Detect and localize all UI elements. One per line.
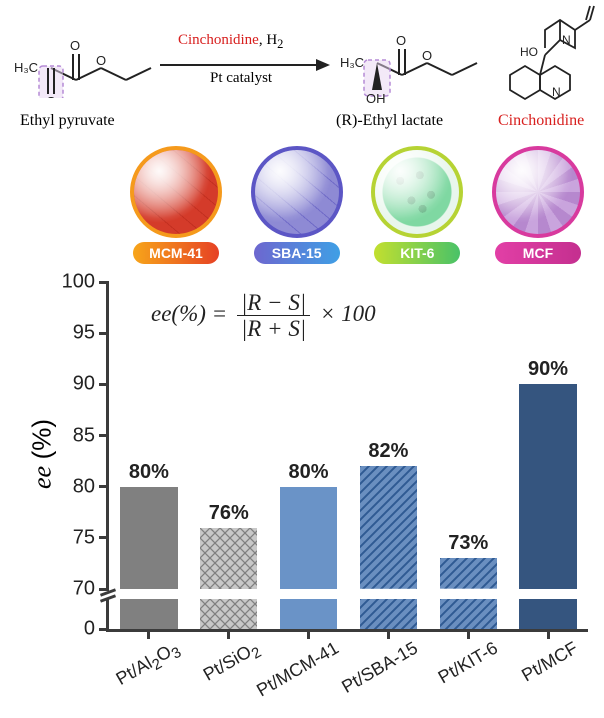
y-tick bbox=[99, 536, 109, 539]
bar-value-label: 90% bbox=[519, 358, 576, 381]
material-kit6: KIT-6 bbox=[363, 146, 471, 276]
page: H₃C O O . . . . . O Cinchonidine, H2 Pt … bbox=[0, 0, 604, 718]
materials-row: MCM-41 SBA-15 KIT-6 MCF bbox=[122, 146, 592, 276]
material-mcf: MCF bbox=[484, 146, 592, 276]
bar-lower bbox=[360, 599, 417, 629]
plot-area: ee(%) = |R − S| |R + S| × 100 7075808590… bbox=[106, 282, 588, 632]
svg-text:N: N bbox=[552, 85, 561, 99]
bar-lower bbox=[440, 599, 497, 629]
y-tick bbox=[99, 383, 109, 386]
reaction-scheme: H₃C O O . . . . . O Cinchonidine, H2 Pt … bbox=[0, 0, 604, 140]
svg-text:OH: OH bbox=[366, 91, 386, 103]
y-tick-label: 95 bbox=[73, 322, 95, 345]
svg-text:O: O bbox=[422, 48, 432, 63]
x-tick-label: Pt/SBA-15 bbox=[334, 629, 422, 698]
material-mcf-label: MCF bbox=[495, 242, 581, 264]
x-tick-label: Pt/MCM-41 bbox=[248, 629, 342, 701]
y-tick bbox=[99, 434, 109, 437]
y-tick-label: 85 bbox=[73, 424, 95, 447]
bar-lower bbox=[200, 599, 257, 629]
modifier-label: Cinchonidine bbox=[498, 112, 584, 130]
ee-equation: ee(%) = |R − S| |R + S| × 100 bbox=[151, 290, 376, 342]
svg-text:H₃C: H₃C bbox=[14, 60, 38, 75]
svg-text:O: O bbox=[96, 53, 106, 68]
bar: 90% bbox=[519, 384, 576, 589]
svg-text:N: N bbox=[562, 33, 571, 47]
bar-value-label: 82% bbox=[360, 440, 417, 463]
axis-break bbox=[100, 591, 116, 601]
bar: 82% bbox=[360, 466, 417, 589]
product-label: (R)-Ethyl lactate bbox=[336, 112, 443, 130]
svg-text:HO: HO bbox=[520, 45, 538, 59]
bar-lower bbox=[280, 599, 337, 629]
y-tick bbox=[99, 281, 109, 284]
material-mcm41-icon bbox=[130, 146, 222, 238]
cinchonidine-structure: HO N N bbox=[490, 0, 600, 110]
bar-value-label: 80% bbox=[120, 461, 177, 484]
y-tick-label: 0 bbox=[84, 618, 95, 641]
material-mcf-icon bbox=[492, 146, 584, 238]
bar: 73% bbox=[440, 558, 497, 589]
material-mcm41-label: MCM-41 bbox=[133, 242, 219, 264]
svg-text:O: O bbox=[70, 38, 80, 53]
material-sba15-label: SBA-15 bbox=[254, 242, 340, 264]
y-tick bbox=[99, 628, 109, 631]
svg-text:O: O bbox=[46, 94, 56, 98]
reagents-above-arrow: Cinchonidine, H2 bbox=[178, 32, 283, 52]
y-tick bbox=[99, 485, 109, 488]
substrate-label: Ethyl pyruvate bbox=[20, 112, 115, 130]
y-tick-label: 70 bbox=[73, 578, 95, 601]
bar: 80% bbox=[280, 487, 337, 589]
material-sba15-icon bbox=[251, 146, 343, 238]
y-tick bbox=[99, 332, 109, 335]
bar: 80% bbox=[120, 487, 177, 589]
svg-text:H₃C: H₃C bbox=[340, 55, 364, 70]
bar-value-label: 80% bbox=[280, 461, 337, 484]
material-kit6-icon bbox=[371, 146, 463, 238]
x-tick-label: Pt/Al2O3 bbox=[107, 629, 184, 693]
y-tick-label: 100 bbox=[62, 271, 95, 294]
material-mcm41: MCM-41 bbox=[122, 146, 230, 276]
material-sba15: SBA-15 bbox=[243, 146, 351, 276]
bar: 76% bbox=[200, 528, 257, 589]
material-kit6-label: KIT-6 bbox=[374, 242, 460, 264]
svg-text:O: O bbox=[396, 33, 406, 48]
bar-lower bbox=[519, 599, 576, 629]
y-tick-label: 75 bbox=[73, 526, 95, 549]
y-tick-label: 90 bbox=[73, 373, 95, 396]
y-axis-title: ee (%) bbox=[27, 419, 58, 489]
bar-value-label: 76% bbox=[200, 502, 257, 525]
ethyl-lactate-structure: H₃C O O OH bbox=[332, 8, 482, 103]
bar-value-label: 73% bbox=[440, 532, 497, 555]
ee-bar-chart: ee (%) ee(%) = |R − S| |R + S| × 100 707… bbox=[48, 282, 588, 696]
ethyl-pyruvate-structure: H₃C O O . . . . . O bbox=[6, 8, 156, 98]
y-tick-label: 80 bbox=[73, 475, 95, 498]
bar-lower bbox=[120, 599, 177, 629]
reagents-below-arrow: Pt catalyst bbox=[210, 70, 272, 87]
